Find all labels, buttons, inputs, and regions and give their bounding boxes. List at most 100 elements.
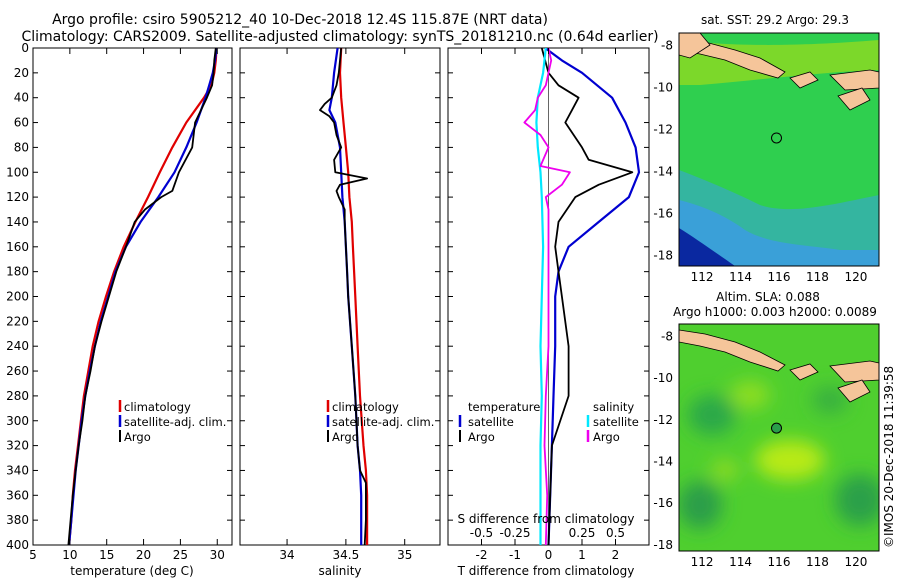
map-x-tick-label: 118 — [806, 270, 829, 284]
map-y-tick-label: -8 — [661, 329, 673, 343]
s-tick-label: 0.25 — [569, 526, 596, 540]
map-y-tick-label: -10 — [653, 81, 673, 95]
sla-argo-location-marker — [771, 422, 782, 434]
sst-argo-location-marker — [771, 132, 782, 144]
map-y-tick-label: -18 — [653, 249, 673, 263]
axes-ticks: 5 10 15 20 25 3002040608010012014016018020022… — [6, 39, 867, 569]
x-tick-label: 30 — [210, 548, 225, 562]
map-x-tick-label: 112 — [691, 270, 714, 284]
map-x-tick-label: 120 — [844, 270, 867, 284]
series-line-t-argo — [540, 48, 634, 545]
y-tick-label: 200 — [6, 290, 29, 304]
series-line-argo — [67, 48, 217, 545]
y-tick-label: 120 — [6, 190, 29, 204]
legend-title-temperature: temperature — [468, 400, 540, 414]
salinity-xlabel: salinity — [318, 564, 361, 578]
map-x-tick-label: 114 — [729, 270, 752, 284]
sla-anomaly-blobs — [679, 381, 879, 529]
sla-map-image — [679, 324, 879, 551]
map-y-tick-label: -12 — [653, 123, 673, 137]
x-tick-label: 34.5 — [333, 548, 360, 562]
y-tick-label: 180 — [6, 265, 29, 279]
series-line-climatology — [338, 48, 369, 545]
x-tick-label: 2 — [612, 548, 620, 562]
figure-title-line2: Climatology: CARS2009. Satellite-adjuste… — [21, 29, 658, 45]
map-x-tick-label: 118 — [806, 555, 829, 569]
map-y-tick-label: -16 — [653, 207, 673, 221]
y-tick-label: 160 — [6, 240, 29, 254]
y-tick-label: 380 — [6, 513, 29, 527]
map-x-tick-label: 116 — [768, 555, 791, 569]
y-tick-label: 20 — [14, 66, 29, 80]
sla-blob-low-4 — [812, 386, 848, 414]
difference-series — [523, 48, 641, 545]
temperature-series — [67, 48, 218, 545]
map-x-tick-label: 120 — [844, 555, 867, 569]
x-tick-label: 20 — [136, 548, 151, 562]
sst-land-missing-data — [679, 33, 711, 59]
sla-blob-low-1 — [688, 395, 736, 435]
sst-map-image — [679, 33, 879, 266]
sla-blob-low-2 — [679, 481, 722, 529]
y-tick-label: 220 — [6, 314, 29, 328]
series-line-s-argo — [523, 48, 571, 545]
x-tick-label: 35 — [397, 548, 412, 562]
t-difference-xlabel: T difference from climatology — [457, 564, 635, 578]
series-line-t-satellite — [544, 48, 641, 545]
s-tick-label: 0.5 — [606, 526, 625, 540]
legend-label-s-satellite: satellite — [593, 415, 639, 429]
salinity-panel-frame — [239, 47, 441, 546]
x-tick-label: -1 — [509, 548, 521, 562]
map-x-tick-label: 114 — [729, 555, 752, 569]
imos-watermark: ©IMOS 20-Dec-2018 11:39:58 — [882, 366, 896, 548]
y-tick-label: 240 — [6, 339, 29, 353]
sst-map-frame — [678, 32, 880, 267]
s-tick-label: -0.25 — [499, 526, 530, 540]
sla-map-title: Altim. SLA: 0.088 — [716, 290, 820, 304]
sla-blob-high-1 — [755, 440, 825, 480]
map-y-tick-label: -18 — [653, 538, 673, 552]
legend-label-climatology: climatology — [124, 400, 191, 414]
series-line-argo — [319, 48, 369, 545]
y-tick-label: 60 — [14, 116, 29, 130]
sla-blob-high-3 — [711, 460, 739, 480]
y-tick-label: 300 — [6, 414, 29, 428]
x-tick-label: 15 — [99, 548, 114, 562]
legend-label-climatology: climatology — [332, 400, 399, 414]
temperature-panel-frame — [32, 47, 233, 546]
y-tick-label: 320 — [6, 439, 29, 453]
sst-map-title: sat. SST: 29.2 Argo: 29.3 — [701, 13, 849, 27]
x-tick-label: -2 — [476, 548, 488, 562]
y-tick-label: 400 — [6, 538, 29, 552]
x-tick-label: 5 — [29, 548, 37, 562]
s-tick-label: -0.5 — [470, 526, 493, 540]
legend-label-t-satellite: satellite — [468, 415, 514, 429]
x-tick-label: 34 — [279, 548, 294, 562]
map-y-tick-label: -14 — [653, 165, 673, 179]
sst-cool-region-2 — [679, 200, 879, 266]
y-tick-label: 100 — [6, 165, 29, 179]
map-x-tick-label: 116 — [768, 270, 791, 284]
sla-land-java — [679, 329, 786, 372]
y-tick-label: 260 — [6, 364, 29, 378]
series-line-s-satellite — [535, 48, 547, 545]
sla-land-lombok — [829, 360, 879, 383]
sla-map-subtitle: Argo h1000: 0.003 h2000: 0.0089 — [673, 305, 877, 319]
sst-land-bali — [789, 71, 819, 89]
map-y-tick-label: -8 — [661, 39, 673, 53]
x-tick-label: 0 — [545, 548, 553, 562]
y-tick-label: 280 — [6, 389, 29, 403]
legend-label-satellite-adj: satellite-adj. clim. — [332, 415, 434, 429]
sst-land-sumba — [837, 87, 871, 111]
y-tick-label: 80 — [14, 140, 29, 154]
difference-legend: temperature satellite Argo salinity sate… — [458, 400, 639, 444]
sla-map-frame — [678, 323, 880, 552]
y-tick-label: 340 — [6, 463, 29, 477]
legend-label-t-argo: Argo — [468, 430, 495, 444]
sla-land-bali — [789, 363, 819, 381]
sst-cold-corner — [679, 228, 735, 266]
legend-label-satellite-adj: satellite-adj. clim. — [124, 415, 226, 429]
legend-label-s-argo: Argo — [593, 430, 620, 444]
y-tick-label: 0 — [21, 41, 29, 55]
